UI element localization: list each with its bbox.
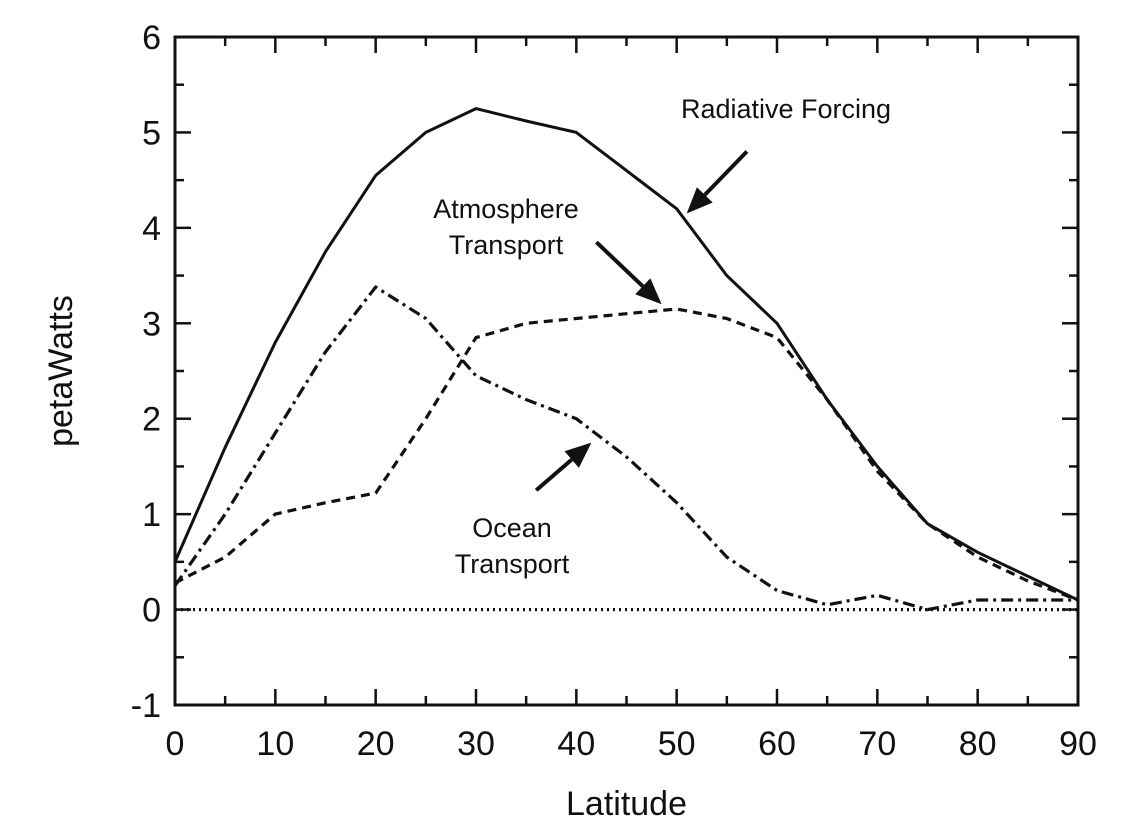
chart: Radiative Forcing Atmosphere Transport Ocea… <box>0 0 1121 831</box>
annotation-label: Radiative Forcing <box>681 94 891 124</box>
axis-ticks <box>175 37 1078 705</box>
y-tick-label: 5 <box>142 114 161 152</box>
y-tick-label: 3 <box>142 305 161 343</box>
series-layer <box>175 109 1078 610</box>
x-tick-label: 60 <box>758 725 796 763</box>
y-tick-label: 1 <box>142 496 161 534</box>
x-tick-label: 20 <box>357 725 395 763</box>
annotation-arrow-shaft <box>536 460 572 491</box>
y-tick-labels: -1 0 1 2 3 4 5 6 <box>131 19 161 725</box>
series-atmosphere-transport <box>175 309 1078 600</box>
x-tick-label: 90 <box>1059 725 1097 763</box>
x-tick-label: 30 <box>457 725 495 763</box>
y-tick-label: 4 <box>142 210 161 248</box>
series-ocean-transport <box>175 287 1078 610</box>
x-tick-label: 80 <box>959 725 997 763</box>
x-axis-title: Latitude <box>566 785 687 823</box>
annotation-arrow-shaft <box>596 242 642 286</box>
x-tick-label: 40 <box>557 725 595 763</box>
y-tick-label: 6 <box>142 19 161 57</box>
plot-frame <box>175 37 1078 705</box>
y-axis-title: petaWatts <box>42 295 80 447</box>
annotation-label: Transport <box>455 549 570 579</box>
x-tick-label: 50 <box>658 725 696 763</box>
series-radiative-forcing <box>175 109 1078 600</box>
annotation-label: Transport <box>449 230 564 260</box>
x-tick-labels: 0 10 20 30 40 50 60 70 80 90 <box>166 725 1097 763</box>
annotation-label: Atmosphere <box>433 194 579 224</box>
annotation-arrow-shaft <box>705 152 747 195</box>
y-tick-label: 2 <box>142 401 161 439</box>
annotation-label: Ocean <box>472 513 552 543</box>
x-tick-label: 0 <box>166 725 185 763</box>
x-tick-label: 10 <box>256 725 294 763</box>
x-tick-label: 70 <box>858 725 896 763</box>
annotation-layer: Radiative Forcing Atmosphere Transport Ocea… <box>433 94 891 579</box>
plot-area: Radiative Forcing Atmosphere Transport Ocea… <box>175 37 1078 705</box>
y-tick-label: -1 <box>131 687 161 725</box>
y-tick-label: 0 <box>142 592 161 630</box>
